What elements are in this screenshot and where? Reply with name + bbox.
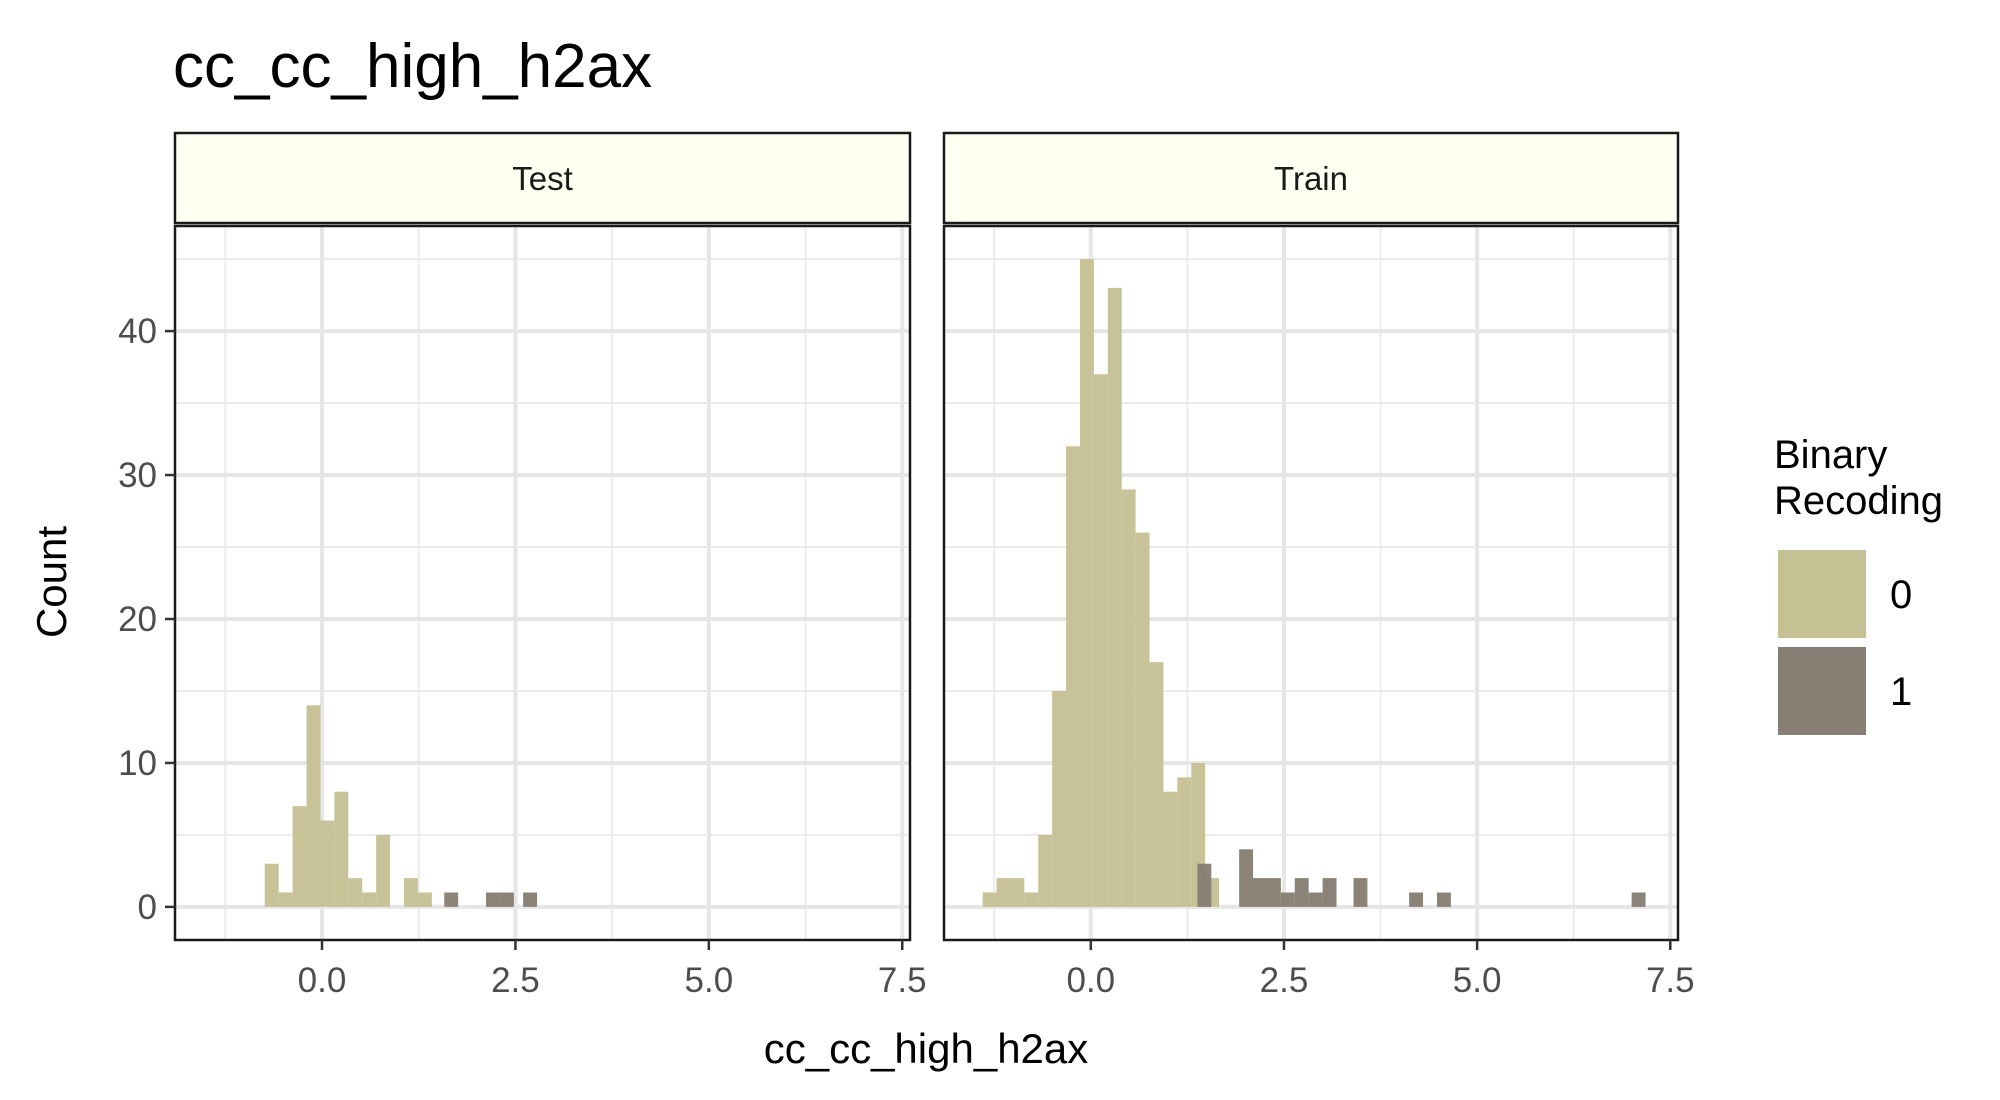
- y-axis: 0 10 20 30 40: [118, 312, 175, 927]
- bar-class-0: [1121, 489, 1136, 907]
- bar-class-0: [417, 892, 432, 907]
- y-tick-label: 30: [118, 456, 157, 495]
- bar-class-0: [1093, 374, 1108, 907]
- legend-label-1: 1: [1890, 670, 1912, 714]
- bar-class-0: [1024, 892, 1039, 907]
- facet-strip-label: Train: [1274, 160, 1348, 197]
- x-axis-title: cc_cc_high_h2ax: [764, 1025, 1089, 1072]
- bar-class-1: [1239, 849, 1254, 907]
- bar-class-0: [320, 820, 335, 907]
- panel-border: [942, 224, 1680, 942]
- bar-class-0: [1066, 446, 1080, 907]
- bar-class-1: [1280, 892, 1295, 907]
- facet-strip: [173, 131, 912, 225]
- x-tick-label: 0.0: [298, 961, 347, 1000]
- bar-class-0: [1079, 259, 1094, 907]
- panel-test: Test 0.0 2.5 5.0 7.5: [173, 131, 927, 1000]
- bar-class-1: [1631, 892, 1646, 907]
- x-tick-label: 2.5: [491, 961, 540, 1000]
- bar-class-0: [362, 892, 377, 907]
- facet-strip-label: Test: [512, 160, 573, 197]
- bar-class-0: [1052, 690, 1067, 907]
- x-axis: 0.0 2.5 5.0 7.5: [298, 940, 927, 1000]
- bar-class-1: [1308, 892, 1323, 907]
- bar-class-0: [1010, 878, 1025, 907]
- bar-class-1: [1322, 878, 1337, 907]
- bar-class-1: [1197, 863, 1212, 907]
- bar-class-0: [1038, 834, 1053, 907]
- y-axis-title: Count: [28, 526, 75, 638]
- bar-class-0: [1177, 777, 1192, 907]
- x-axis: 0.0 2.5 5.0 7.5: [1066, 940, 1695, 1000]
- bar-class-0: [376, 834, 391, 907]
- bar-class-1: [486, 892, 500, 907]
- legend-label-0: 0: [1890, 573, 1912, 617]
- bar-class-1: [1266, 878, 1281, 907]
- bar-class-0: [334, 791, 349, 907]
- bar-class-0: [278, 892, 293, 907]
- bar-class-0: [996, 878, 1011, 907]
- plot-background: [175, 226, 910, 940]
- x-tick-label: 5.0: [1453, 961, 1502, 1000]
- bar-class-0: [348, 878, 363, 907]
- bar-class-1: [1409, 892, 1424, 907]
- bar-class-1: [523, 892, 538, 907]
- bar-class-1: [1253, 878, 1267, 907]
- bar-class-0: [292, 806, 307, 907]
- bar-class-0: [1163, 791, 1178, 907]
- bar-class-1: [1436, 892, 1451, 907]
- bar-class-0: [404, 878, 418, 907]
- panel-border: [173, 224, 912, 942]
- x-tick-label: 5.0: [685, 961, 734, 1000]
- legend-title: Binary: [1774, 433, 1887, 477]
- bar-class-0: [264, 863, 279, 907]
- facet-strip: [942, 131, 1680, 225]
- gridlines: [944, 226, 1678, 940]
- y-tick-label: 10: [118, 744, 157, 783]
- bar-class-0: [1135, 532, 1150, 907]
- y-tick-label: 20: [118, 600, 157, 639]
- bar-class-0: [982, 892, 997, 907]
- bar-class-1: [499, 892, 514, 907]
- x-tick-label: 7.5: [1646, 961, 1695, 1000]
- histogram-bars: [982, 259, 1646, 907]
- bar-class-0: [1107, 287, 1122, 907]
- legend-key-1: [1778, 647, 1866, 735]
- x-tick-label: 2.5: [1260, 961, 1309, 1000]
- panel-train: Train 0.0 2.5 5.0 7.5: [942, 131, 1695, 1000]
- histogram-bars: [264, 705, 538, 907]
- bar-class-1: [1294, 878, 1309, 907]
- y-tick-label: 40: [118, 312, 157, 351]
- bar-class-1: [1353, 878, 1368, 907]
- chart-title: cc_cc_high_h2ax: [173, 32, 652, 101]
- legend-title: Recoding: [1774, 479, 1943, 523]
- facet-panels: Test 0.0 2.5 5.0 7.5 Train 0.0 2.5 5.0 7.5: [173, 131, 1695, 1000]
- y-tick-label: 0: [138, 888, 157, 927]
- bar-class-0: [1149, 662, 1164, 907]
- bar-class-0: [306, 705, 321, 907]
- x-tick-label: 0.0: [1066, 961, 1115, 1000]
- x-tick-label: 7.5: [878, 961, 927, 1000]
- legend-key-0: [1778, 550, 1866, 638]
- bar-class-1: [444, 892, 459, 907]
